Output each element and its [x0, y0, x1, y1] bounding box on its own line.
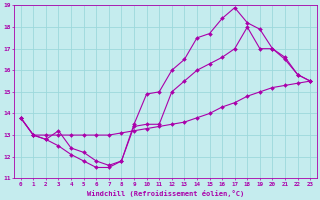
X-axis label: Windchill (Refroidissement éolien,°C): Windchill (Refroidissement éolien,°C) [87, 190, 244, 197]
